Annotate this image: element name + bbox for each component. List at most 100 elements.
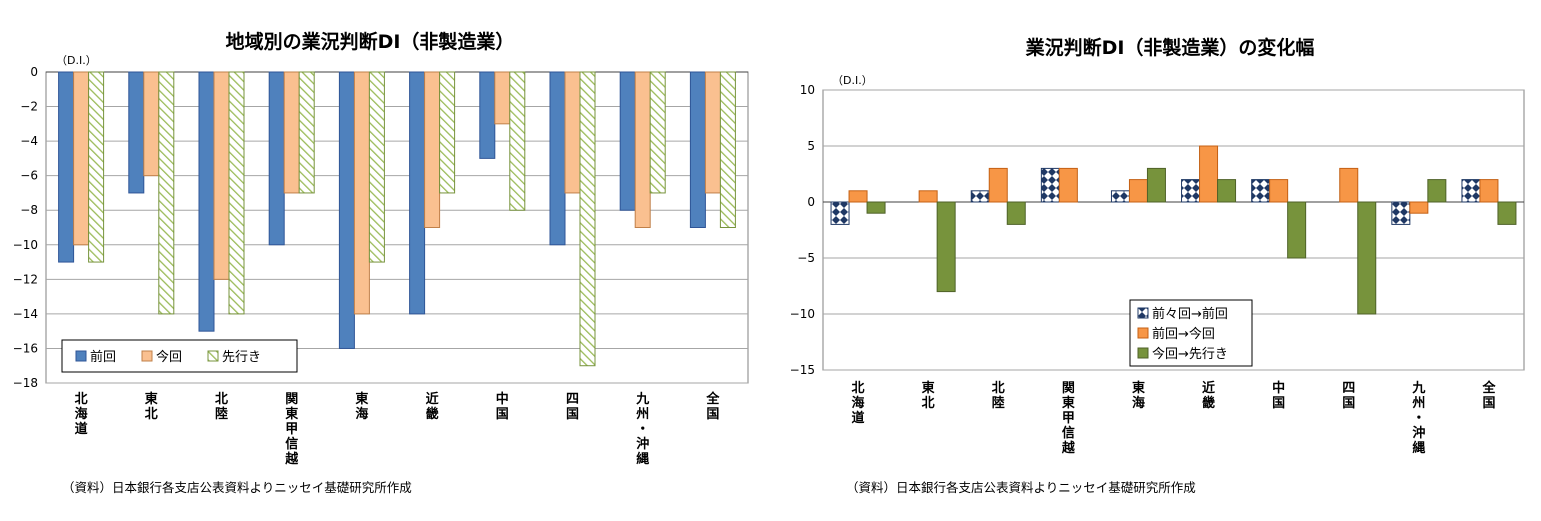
y-tick-label: −12 (13, 272, 38, 286)
y-tick-label: −2 (20, 100, 38, 114)
legend-swatch (141, 350, 153, 362)
legend-swatch (207, 350, 219, 362)
bar-right-s2-c8 (1427, 179, 1447, 203)
bar-right-s0-c2 (970, 190, 990, 203)
right-chart-svg: 業況判断DI（非製造業）の変化幅 （D.I.） 10 5 0 −5 −10 −15 北海道… (790, 36, 1525, 495)
category-label: 東海 (355, 391, 368, 422)
bar-left-s2-c3 (298, 71, 315, 194)
y-tick-label: 10 (800, 83, 815, 97)
y-unit-label: （D.I.） (56, 54, 97, 67)
bar-right-s1-c7 (1339, 167, 1359, 203)
category-labels: 北海道 東北 北陸 関東甲信越 東海 近畿 中国 四国 九州・沖縄 全国 (75, 391, 721, 467)
bar-left-s2-c5 (439, 71, 456, 194)
bar-right-s1-c4 (1128, 179, 1148, 203)
bar-left-s0-c4 (338, 71, 355, 349)
bar-right-s1-c8 (1409, 201, 1429, 214)
legend-label: 前回 (90, 349, 116, 365)
bar-left-s0-c0 (58, 71, 75, 263)
legend-swatch (1137, 347, 1149, 359)
bar-right-s0-c5 (1181, 179, 1201, 203)
bar-left-s1-c4 (353, 71, 370, 315)
bar-left-s0-c7 (549, 71, 566, 246)
category-label: 北海道 (75, 392, 88, 437)
category-label: 九州・沖縄 (1411, 381, 1425, 456)
bar-right-s2-c6 (1287, 201, 1307, 259)
legend-swatch (1137, 327, 1149, 339)
bar-right-s0-c4 (1110, 190, 1130, 203)
y-tick-label: 0 (30, 65, 38, 79)
bar-left-s0-c5 (409, 71, 426, 315)
bar-left-s0-c8 (619, 71, 636, 211)
category-label: 九州・沖縄 (635, 392, 649, 467)
bar-right-s2-c1 (936, 201, 956, 293)
bar-left-s0-c3 (268, 71, 285, 246)
bar-right-s2-c4 (1146, 167, 1166, 203)
chart-title: 地域別の業況判断DI（非製造業） (226, 30, 515, 53)
y-tick-label: 5 (807, 139, 815, 153)
bar-left-s2-c2 (228, 71, 245, 315)
bar-left-s1-c6 (494, 71, 511, 125)
bar-right-s2-c5 (1217, 179, 1237, 203)
y-tick-label: −10 (790, 307, 815, 321)
bar-left-s1-c2 (213, 71, 230, 280)
category-label: 四国 (1342, 381, 1355, 411)
y-tick-label: −16 (13, 341, 38, 355)
legend-label: 先行き (222, 350, 261, 365)
bar-left-s1-c7 (564, 71, 581, 194)
chart-title: 業況判断DI（非製造業）の変化幅 (1025, 36, 1315, 59)
bar-left-s2-c7 (579, 71, 596, 367)
category-label: 中国 (496, 391, 509, 422)
category-label: 関東甲信越 (284, 392, 299, 467)
bar-right-s2-c0 (866, 201, 886, 214)
bar-left-s1-c0 (73, 71, 90, 246)
y-unit-label: （D.I.） (832, 74, 873, 87)
bar-left-s2-c1 (158, 71, 175, 315)
bar-right-s2-c2 (1006, 201, 1026, 225)
category-label: 北海道 (852, 381, 865, 426)
bar-right-s1-c0 (848, 190, 868, 203)
bar-left-s2-c0 (88, 71, 105, 263)
y-tick-label: −18 (13, 376, 38, 390)
legend: 前回 今回 先行き (61, 339, 298, 373)
bar-right-s1-c6 (1269, 179, 1289, 203)
legend-label: 前回→今回 (1152, 326, 1215, 342)
bar-right-s0-c3 (1040, 167, 1060, 203)
y-tick-label: 0 (807, 195, 815, 209)
bar-left-s2-c9 (719, 71, 736, 228)
bar-left-s1-c9 (704, 71, 721, 194)
bar-left-s0-c2 (198, 71, 215, 332)
bar-right-s0-c6 (1251, 179, 1271, 203)
category-label: 四国 (566, 392, 579, 422)
legend-box (1129, 299, 1253, 367)
y-tick-labels: 0 −2 −4 −6 −8 −10 −12 −14 −16 −18 (13, 65, 38, 390)
bars (58, 71, 736, 367)
category-label: 北陸 (215, 392, 228, 422)
bar-left-s1-c3 (283, 71, 300, 194)
category-label: 近畿 (1202, 380, 1215, 411)
bar-left-s0-c9 (689, 71, 706, 228)
left-chart-panel: 地域別の業況判断DI（非製造業） （D.I.） 0 −2 −4 −6 −8 −10 −12 −… (0, 0, 770, 517)
bar-right-s0-c9 (1461, 179, 1481, 203)
y-tick-label: −15 (790, 363, 815, 377)
category-label: 全国 (705, 391, 720, 422)
bar-left-s0-c1 (128, 71, 145, 194)
bar-right-s1-c2 (988, 167, 1008, 203)
source-note: （資料）日本銀行各支店公表資料よりニッセイ基礎研究所作成 (62, 480, 412, 495)
y-tick-label: −14 (13, 307, 38, 321)
bar-left-s2-c6 (509, 71, 526, 211)
bars (830, 145, 1517, 315)
y-tick-label: −10 (13, 238, 38, 252)
category-label: 東北 (922, 380, 935, 411)
category-label: 関東甲信越 (1061, 381, 1076, 456)
y-tick-label: −8 (20, 203, 38, 217)
legend-label: 前々回→前回 (1152, 306, 1228, 322)
bar-right-s0-c8 (1391, 201, 1411, 225)
legend-label: 今回 (156, 349, 182, 365)
bar-right-s1-c5 (1199, 145, 1219, 203)
category-label: 北陸 (992, 381, 1005, 411)
legend-label: 今回→先行き (1152, 346, 1228, 362)
bar-left-s2-c4 (368, 71, 385, 263)
y-tick-label: −6 (20, 169, 38, 183)
y-tick-label: −4 (20, 134, 38, 148)
